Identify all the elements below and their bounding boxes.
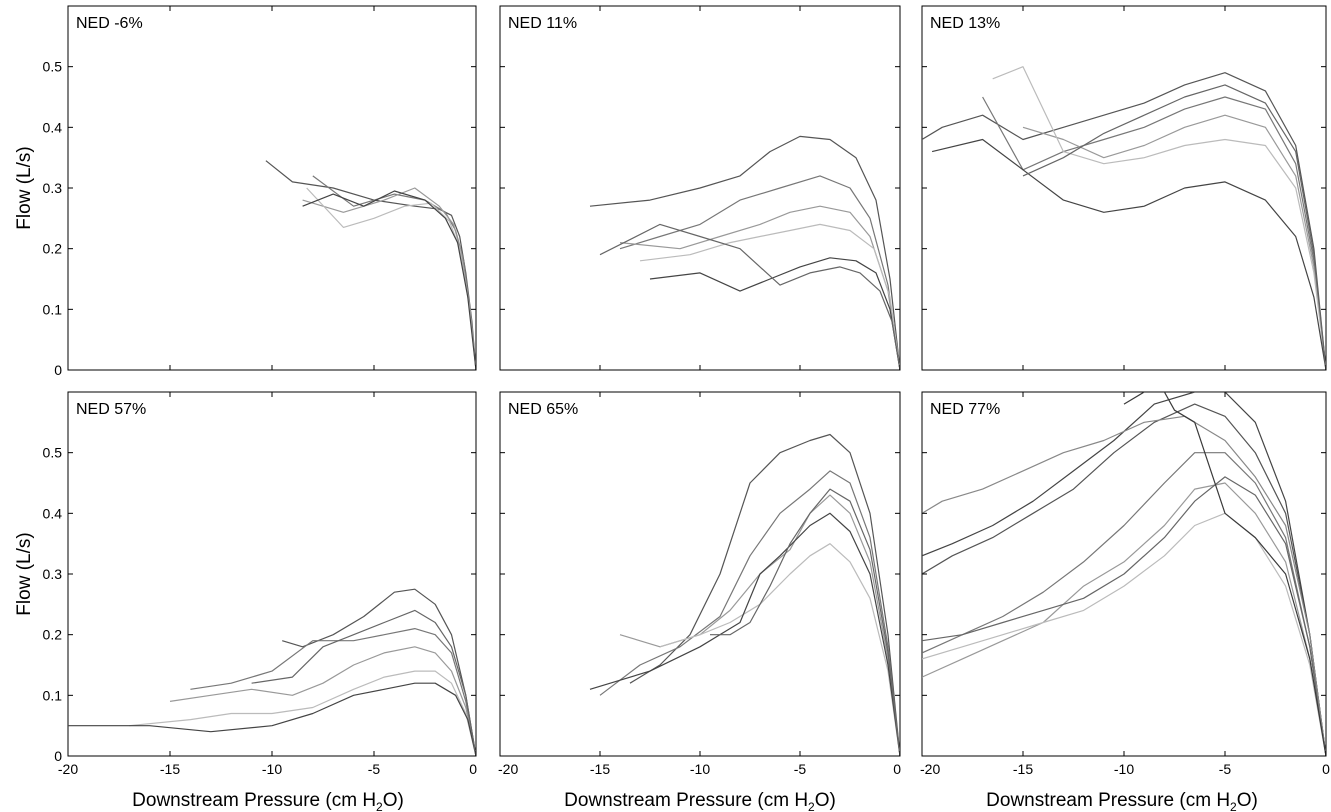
series-line-2-2	[619, 175, 900, 370]
series-line-5-2	[599, 470, 900, 756]
plot-frame-4	[67, 391, 477, 757]
x-tick-label-4-2: -15	[160, 761, 180, 777]
series-group-3	[922, 66, 1326, 370]
series-line-5-3	[619, 494, 900, 756]
x-tick-label-6-3: -10	[1114, 761, 1134, 777]
x-tick-label-5-5: 0	[893, 761, 901, 777]
plot-frame-3	[921, 5, 1327, 371]
panel-5: -20 -15 -10 -5 0 NED 65%	[498, 391, 901, 777]
series-line-4-5	[68, 682, 476, 756]
series-line-6-4	[922, 512, 1326, 756]
series-line-3-5	[931, 138, 1326, 370]
series-line-6-5	[922, 392, 1326, 756]
x-tick-label-4-3: -10	[262, 761, 282, 777]
series-line-1-2	[312, 175, 476, 370]
series-line-4-1	[282, 588, 476, 756]
panel-annotation-1: NED -6%	[76, 15, 143, 32]
y-tick-label-1-1: 0	[54, 362, 62, 378]
x-tick-label-4-5: 0	[469, 761, 477, 777]
y-tick-label-1-6: 0.5	[43, 59, 63, 75]
series-line-4-4	[129, 670, 476, 756]
series-line-5-4	[659, 543, 900, 756]
series-line-3-3	[1022, 114, 1326, 370]
x-tick-label-5-3: -10	[690, 761, 710, 777]
series-group-4	[68, 588, 476, 756]
series-line-2-6	[599, 223, 900, 370]
x-tick-label-5-4: -5	[794, 761, 807, 777]
x-tick-label-5-1: -20	[498, 761, 518, 777]
y-tick-label-1-4: 0.3	[43, 180, 63, 196]
series-line-4-3	[169, 646, 476, 756]
y-tick-label-4-3: 0.2	[43, 627, 63, 643]
plot-frame-5	[499, 391, 901, 757]
series-group-5	[589, 433, 900, 756]
x-axis-label-middle: Downstream Pressure (cm H2O)	[564, 790, 836, 812]
series-line-2-5	[649, 257, 900, 370]
y-tick-label-4-1: 0	[54, 748, 62, 764]
series-line-1-3	[302, 187, 476, 370]
y-axis-label-bottom: Flow (L/s)	[14, 532, 35, 615]
y-tick-label-1-5: 0.4	[43, 119, 63, 135]
series-line-5-6	[710, 488, 900, 756]
series-line-6-3	[922, 482, 1326, 756]
y-tick-label-4-6: 0.5	[43, 445, 63, 461]
series-line-3-4	[992, 66, 1326, 370]
series-line-5-5	[589, 512, 900, 756]
y-tick-label-4-5: 0.4	[43, 505, 63, 521]
x-tick-label-4-1: -20	[58, 761, 78, 777]
series-group-2	[589, 135, 900, 370]
x-tick-label-5-2: -15	[590, 761, 610, 777]
x-tick-label-6-4: -5	[1219, 761, 1232, 777]
panel-6: -20 -15 -10 -5 0 NED 77%	[920, 391, 1330, 777]
series-line-4-6	[251, 609, 476, 756]
x-axis-label-right: Downstream Pressure (cm H2O)	[986, 790, 1258, 812]
x-tick-label-4-4: -5	[368, 761, 381, 777]
series-line-2-4	[639, 223, 900, 370]
series-line-6-2	[922, 452, 1326, 756]
panel-1: 0 0.1 0.2 0.3 0.4 0.5 NED -6%	[43, 5, 477, 378]
series-line-6-6	[922, 476, 1326, 756]
panel-annotation-3: NED 13%	[930, 15, 1000, 32]
series-group-6	[922, 392, 1326, 756]
series-line-3-1	[922, 72, 1326, 370]
series-line-6-7	[922, 415, 1326, 756]
series-line-6-1	[922, 403, 1326, 756]
panel-annotation-6: NED 77%	[930, 401, 1000, 418]
panel-annotation-4: NED 57%	[76, 401, 146, 418]
y-axis-label-top: Flow (L/s)	[14, 146, 35, 229]
y-tick-label-1-2: 0.1	[43, 301, 63, 317]
panel-annotation-5: NED 65%	[508, 401, 578, 418]
x-tick-label-6-2: -15	[1013, 761, 1033, 777]
x-axis-label-left: Downstream Pressure (cm H2O)	[132, 790, 404, 812]
series-line-2-3	[619, 205, 900, 370]
y-tick-label-4-2: 0.1	[43, 687, 63, 703]
panel-3: NED 13%	[921, 5, 1327, 371]
panel-annotation-2: NED 11%	[508, 15, 577, 32]
series-line-1-1	[265, 160, 476, 370]
x-tick-label-6-5: 0	[1322, 761, 1330, 777]
panel-2: NED 11%	[499, 5, 901, 371]
series-line-4-2	[190, 628, 476, 756]
series-line-1-5	[302, 190, 476, 370]
series-line-2-1	[589, 135, 900, 370]
x-tick-label-6-1: -20	[920, 761, 940, 777]
panel-4: -20 -15 -10 -5 0 0 0.1 0.2 0.3 0.4 0.5 NED 57%	[43, 391, 477, 777]
series-line-3-6	[1022, 84, 1326, 370]
series-line-3-2	[982, 96, 1326, 370]
y-tick-label-1-3: 0.2	[43, 241, 63, 257]
series-line-6-8	[1123, 392, 1326, 756]
series-group-1	[265, 160, 476, 370]
y-tick-label-4-4: 0.3	[43, 566, 63, 582]
